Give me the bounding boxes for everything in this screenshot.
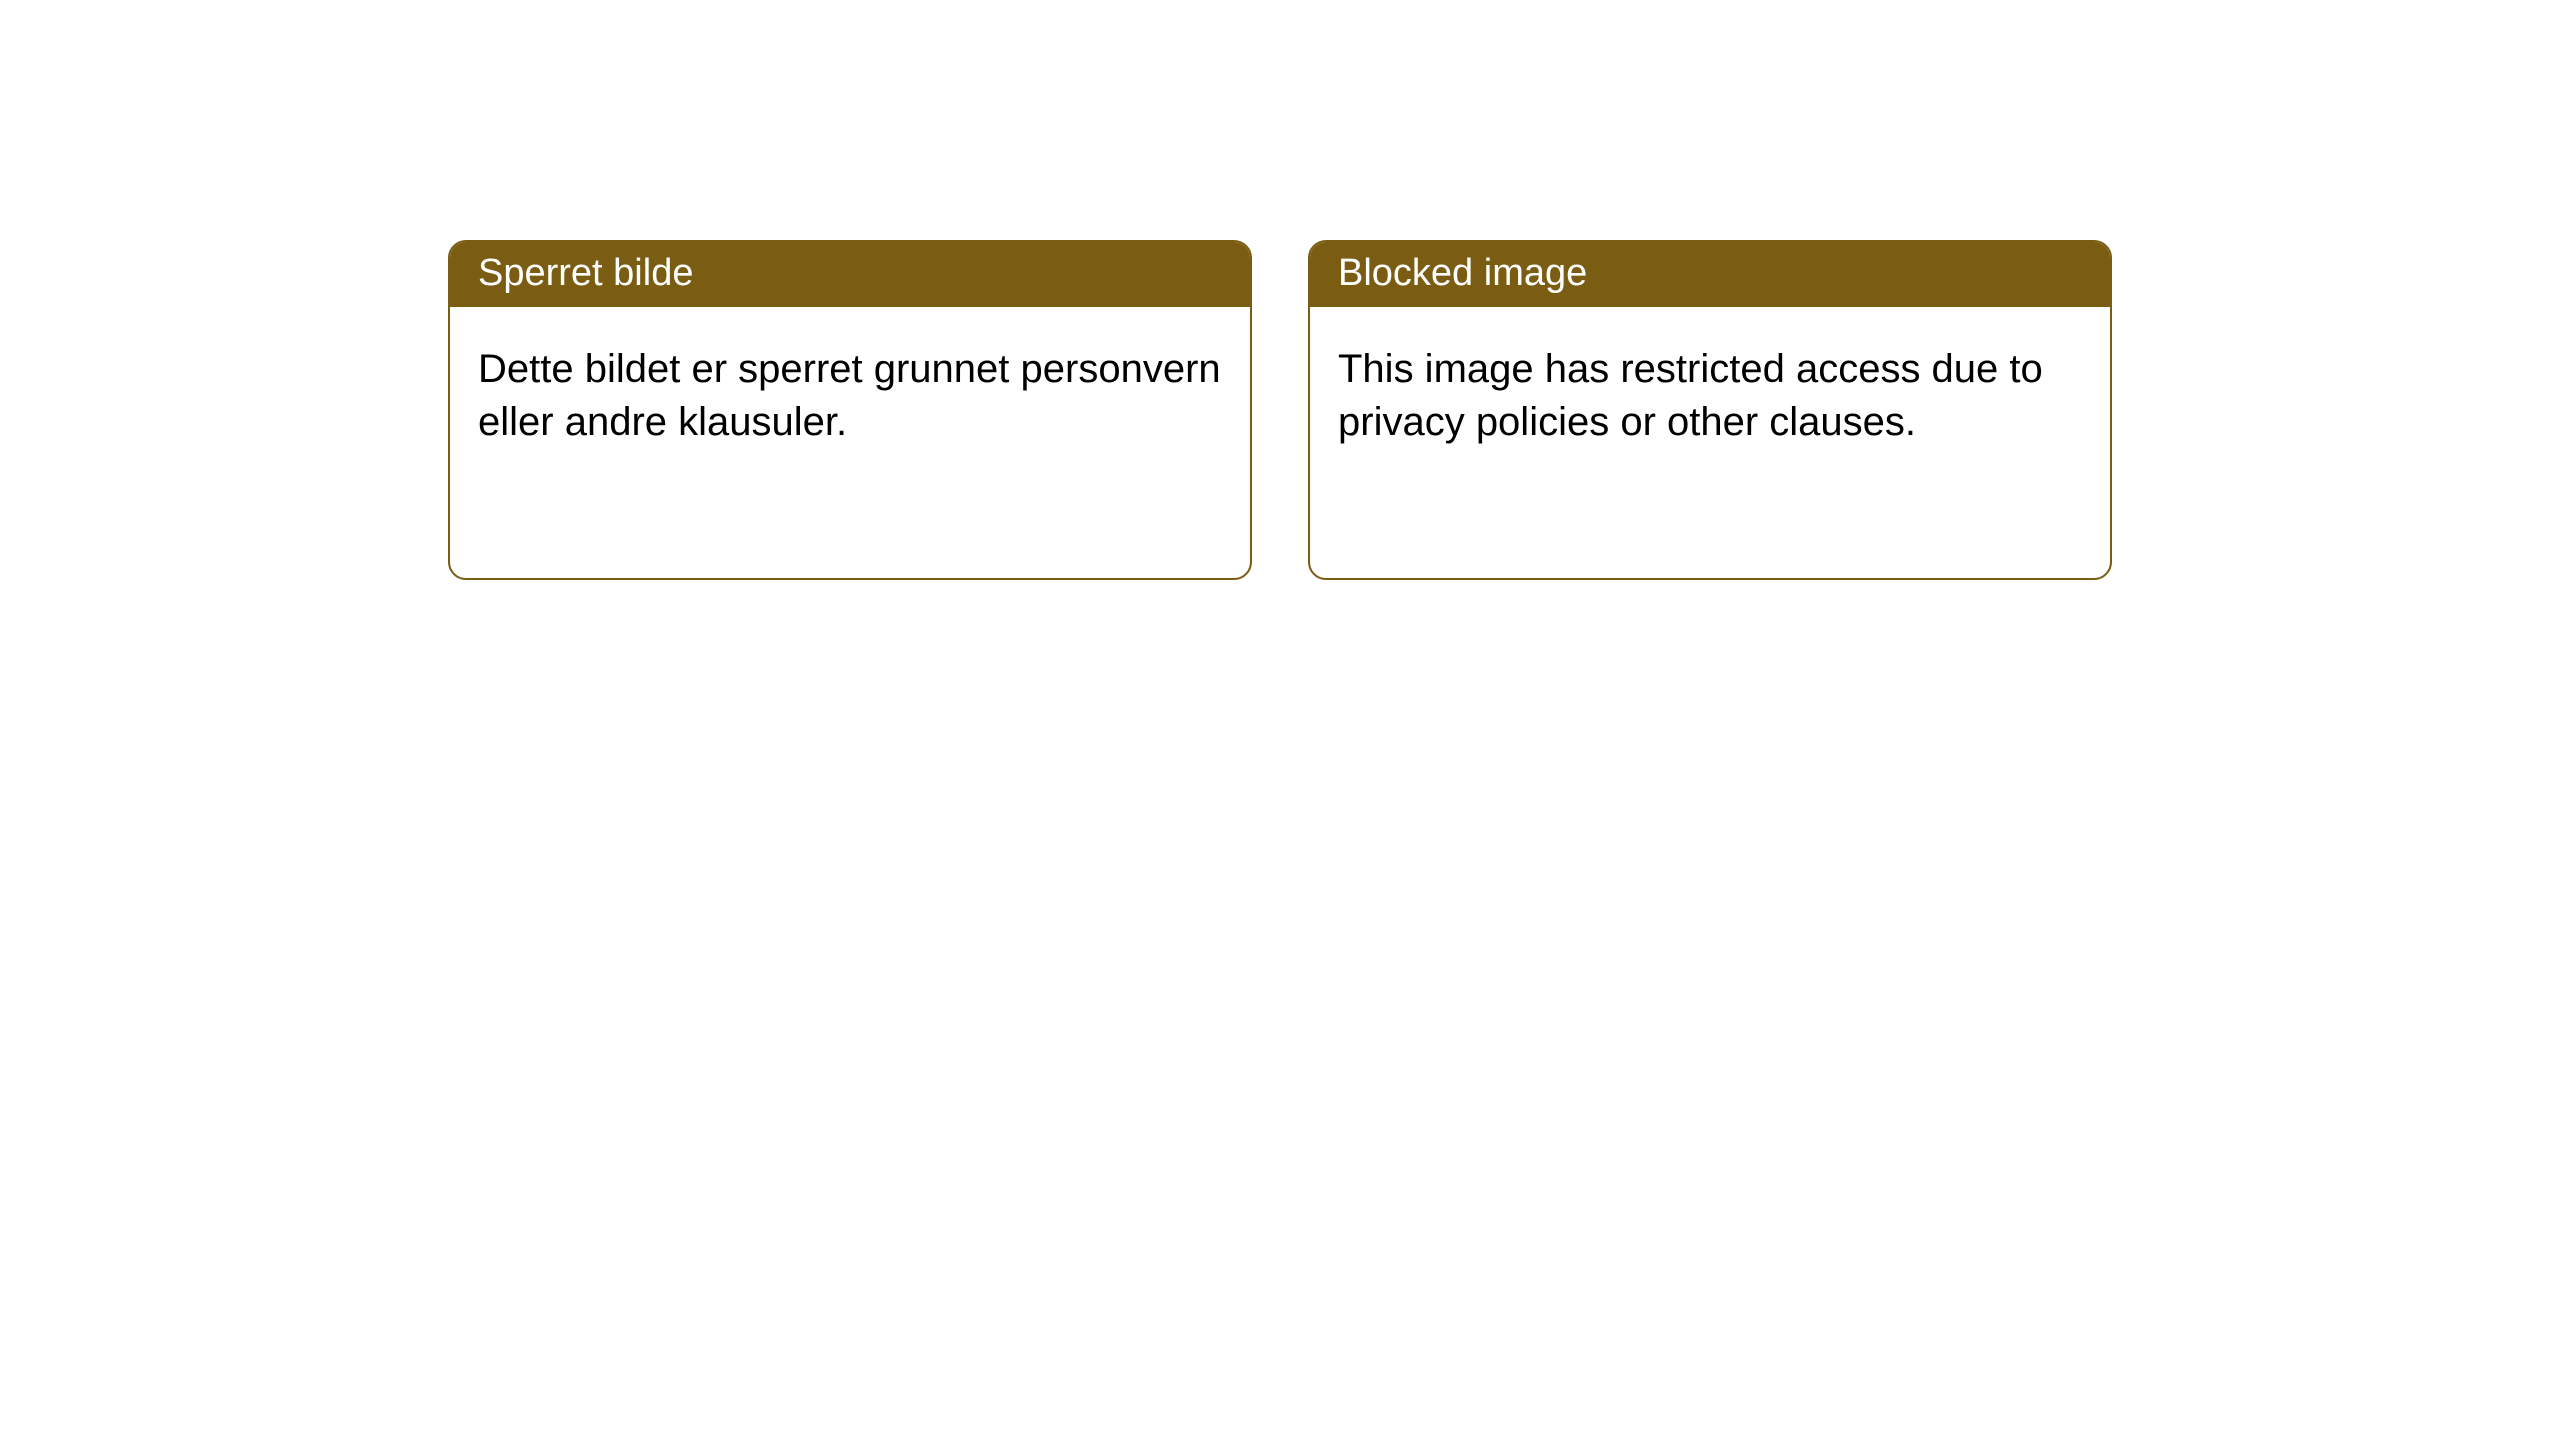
notice-container: Sperret bilde Dette bildet er sperret gr…: [0, 0, 2560, 580]
card-title: Blocked image: [1338, 252, 1587, 294]
card-body-norwegian: Dette bildet er sperret grunnet personve…: [450, 307, 1250, 477]
card-message: This image has restricted access due to …: [1338, 347, 2043, 444]
card-message: Dette bildet er sperret grunnet personve…: [478, 347, 1221, 444]
card-title: Sperret bilde: [478, 252, 693, 294]
card-header-norwegian: Sperret bilde: [450, 242, 1250, 307]
card-header-english: Blocked image: [1310, 242, 2110, 307]
card-body-english: This image has restricted access due to …: [1310, 307, 2110, 477]
notice-card-english: Blocked image This image has restricted …: [1308, 240, 2112, 580]
notice-card-norwegian: Sperret bilde Dette bildet er sperret gr…: [448, 240, 1252, 580]
